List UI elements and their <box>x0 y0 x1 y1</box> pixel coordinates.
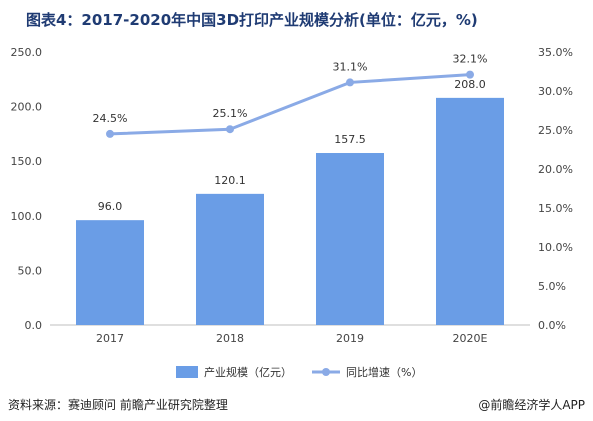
bar-value-label: 96.0 <box>98 200 123 213</box>
chart-title: 图表4：2017-2020年中国3D打印产业规模分析(单位：亿元，%) <box>26 11 478 29</box>
bar <box>76 220 144 325</box>
x-tick-label: 2018 <box>216 332 244 345</box>
y-right-tick-label: 20.0% <box>538 163 573 176</box>
source-note: 资料来源：赛迪顾问 前瞻产业研究院整理 <box>8 398 228 412</box>
brand-note: @前瞻经济学人APP <box>478 398 585 412</box>
y-left-tick-label: 50.0 <box>18 264 43 277</box>
line-point <box>466 70 474 79</box>
line-value-label: 31.1% <box>333 60 368 73</box>
y-left-tick-label: 0.0 <box>25 319 43 332</box>
growth-line <box>109 73 471 136</box>
x-tick-label: 2019 <box>336 332 364 345</box>
line-value-label: 24.5% <box>93 112 128 125</box>
legend-label-line: 同比增速（%） <box>346 365 422 379</box>
bar <box>196 193 264 325</box>
line-point <box>346 78 354 87</box>
x-tick-label: 2020E <box>453 332 488 345</box>
bar <box>436 97 504 325</box>
y-left-tick-label: 100.0 <box>11 210 43 223</box>
y-left-tick-label: 150.0 <box>11 155 43 168</box>
line-value-label: 25.1% <box>213 107 248 120</box>
bar-value-label: 157.5 <box>334 133 366 146</box>
y-right-tick-label: 30.0% <box>538 85 573 98</box>
line-point <box>226 125 234 134</box>
y-left-tick-label: 250.0 <box>11 46 43 59</box>
bar <box>316 153 384 325</box>
y-right-tick-label: 25.0% <box>538 124 573 137</box>
line-value-label: 32.1% <box>453 53 488 66</box>
y-right-tick-label: 5.0% <box>538 280 566 293</box>
y-right-tick-label: 15.0% <box>538 202 573 215</box>
bar-value-label: 208.0 <box>454 78 486 91</box>
line-point <box>106 129 114 138</box>
bar-value-label: 120.1 <box>214 174 246 187</box>
y-right-tick-label: 35.0% <box>538 46 573 59</box>
y-right-tick-label: 0.0% <box>538 319 566 332</box>
legend-swatch-bar <box>176 366 198 378</box>
legend-marker-line <box>322 368 330 376</box>
y-right-tick-label: 10.0% <box>538 241 573 254</box>
y-left-tick-label: 200.0 <box>11 101 43 114</box>
x-tick-label: 2017 <box>96 332 124 345</box>
legend-label-bar: 产业规模（亿元） <box>204 365 292 379</box>
